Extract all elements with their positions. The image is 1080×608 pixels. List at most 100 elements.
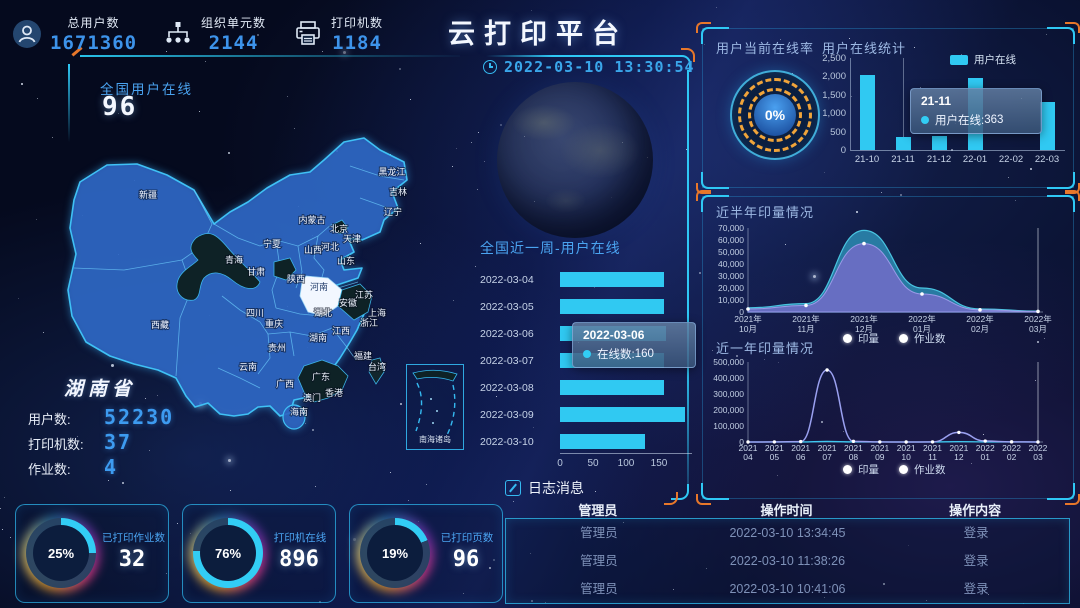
- half-x-label: 02月: [971, 324, 989, 334]
- province-label: 上海: [368, 307, 386, 318]
- week-bar-row: 2022-03-08: [480, 374, 696, 401]
- table-row[interactable]: 管理员 2022-03-10 13:34:45 登录: [506, 519, 1069, 547]
- week-bar[interactable]: [560, 272, 665, 287]
- half-x-label: 2021年: [734, 314, 762, 324]
- online-stats-y-label: 0: [840, 145, 846, 156]
- province-highlight-gansu: [176, 233, 261, 301]
- online-stats-bar[interactable]: [1039, 102, 1055, 150]
- tooltip-value: 363: [984, 114, 1004, 126]
- year-data-point: [930, 440, 935, 444]
- star: [531, 600, 533, 602]
- year-y-label: 100,000: [713, 421, 744, 431]
- gauge-value: 96: [452, 547, 480, 572]
- half-year-chart[interactable]: 70,000 60,000 50,000 40,000 30,000 20,000 10,0…: [703, 216, 1071, 356]
- star: [595, 491, 596, 492]
- star: [849, 38, 850, 39]
- province-label: 四川: [246, 308, 264, 318]
- online-rate-value: 0%: [754, 94, 796, 136]
- one-year-legend[interactable]: 印量 作业数: [843, 462, 966, 477]
- gauge-card-printed-pages: 19% 已打印页数 96: [349, 504, 503, 603]
- half-year-legend[interactable]: 印量 作业数: [843, 331, 966, 346]
- star: [1008, 177, 1009, 178]
- star: [843, 431, 844, 432]
- star: [4, 497, 5, 498]
- center-frame-top: [486, 55, 676, 57]
- province-hainan[interactable]: [282, 404, 306, 430]
- star: [205, 61, 206, 62]
- online-stats-bar[interactable]: [895, 137, 911, 150]
- province-label: 河南: [310, 281, 328, 292]
- online-stats-bar[interactable]: [859, 75, 875, 150]
- year-x-label: 06: [796, 452, 806, 462]
- online-stats-legend[interactable]: 用户在线: [950, 52, 1016, 67]
- star: [851, 96, 852, 97]
- legend-dot: [843, 465, 852, 474]
- star: [883, 583, 885, 585]
- star: [1015, 200, 1016, 201]
- week-axis-tick: 0: [557, 458, 563, 469]
- star: [287, 96, 288, 97]
- table-row[interactable]: 管理员 2022-03-10 11:38:26 登录: [506, 547, 1069, 575]
- star: [908, 545, 909, 546]
- log-table[interactable]: 管理员 2022-03-10 13:34:45 登录 管理员 2022-03-1…: [505, 518, 1070, 604]
- log-column-time: 操作时间: [760, 503, 813, 518]
- year-x-label: 01: [981, 452, 991, 462]
- province-label: 贵州: [268, 342, 286, 353]
- star: [0, 508, 1, 509]
- half-x-label: 2021年: [850, 314, 878, 324]
- province-label: 台湾: [368, 361, 386, 372]
- star: [177, 523, 178, 524]
- province-highlight-beijing: [332, 219, 349, 235]
- printer-icon: [296, 21, 320, 45]
- week-bar-label: 2022-03-10: [480, 435, 534, 448]
- star: [489, 567, 491, 569]
- star: [926, 600, 927, 601]
- year-x-label: 2021: [791, 443, 810, 453]
- log-column-content: 操作内容: [949, 503, 1002, 518]
- star: [353, 538, 356, 541]
- online-stats-bar[interactable]: [931, 136, 947, 150]
- week-bar-row: 2022-03-04: [480, 266, 696, 293]
- province-label: 香港: [325, 387, 343, 398]
- week-bar[interactable]: [560, 299, 665, 314]
- online-stats-x-label: 22-01: [962, 154, 988, 165]
- tooltip-title: 2022-03-06: [583, 328, 645, 342]
- half-x-label: 2021年: [792, 314, 820, 324]
- star: [780, 39, 781, 40]
- online-rate-gauge[interactable]: 0%: [730, 70, 820, 160]
- page-title: 云打印平台: [448, 19, 628, 49]
- detail-row: 打印机数: 37: [28, 430, 198, 454]
- week-chart-title: 全国近一周-用户在线: [480, 240, 621, 256]
- star: [844, 531, 845, 532]
- star: [686, 149, 687, 150]
- center-frame-right: [687, 70, 689, 484]
- week-bar[interactable]: [560, 434, 645, 449]
- online-stats-chart[interactable]: 用户在线 21-10 21-11 21-12 22-01 22-02 22-03 21-1…: [818, 50, 1072, 184]
- one-year-chart[interactable]: 500,000 400,000 300,000 200,000 100,000 0 2021…: [703, 352, 1071, 492]
- province-label: 浙江: [360, 317, 378, 328]
- table-row[interactable]: 管理员 2022-03-10 10:41:06 登录: [506, 575, 1069, 603]
- south-sea-islands-box: 南海诸岛: [406, 364, 464, 450]
- detail-label: 作业数:: [28, 462, 71, 477]
- half-y-label: 0: [739, 307, 744, 317]
- online-stats-x-label: 21-11: [891, 154, 915, 165]
- week-bar-label: 2022-03-07: [480, 354, 534, 367]
- week-online-chart[interactable]: 全国近一周-用户在线 2022-03-04 2022-03-05 2022-03-0…: [480, 238, 696, 486]
- week-bar[interactable]: [560, 407, 686, 422]
- year-y-label: 300,000: [713, 389, 744, 399]
- panel-print-volume: [696, 190, 1080, 505]
- one-year-svg: 500,000400,000300,000200,000100,00002021…: [713, 357, 1047, 462]
- globe-graphic: [497, 82, 653, 238]
- province-label: 西藏: [151, 319, 169, 330]
- online-stats-x-label: 21-12: [926, 154, 952, 165]
- star: [493, 559, 495, 561]
- year-data-point: [983, 439, 987, 443]
- star: [1030, 168, 1032, 170]
- legend-swatch: [950, 54, 968, 65]
- province-detail-panel: 湖南省 用户数: 52230 打印机数: 37 作业数: 4: [28, 374, 198, 479]
- year-x-label: 2021: [818, 443, 837, 453]
- star: [463, 593, 464, 594]
- week-bar[interactable]: [560, 380, 664, 395]
